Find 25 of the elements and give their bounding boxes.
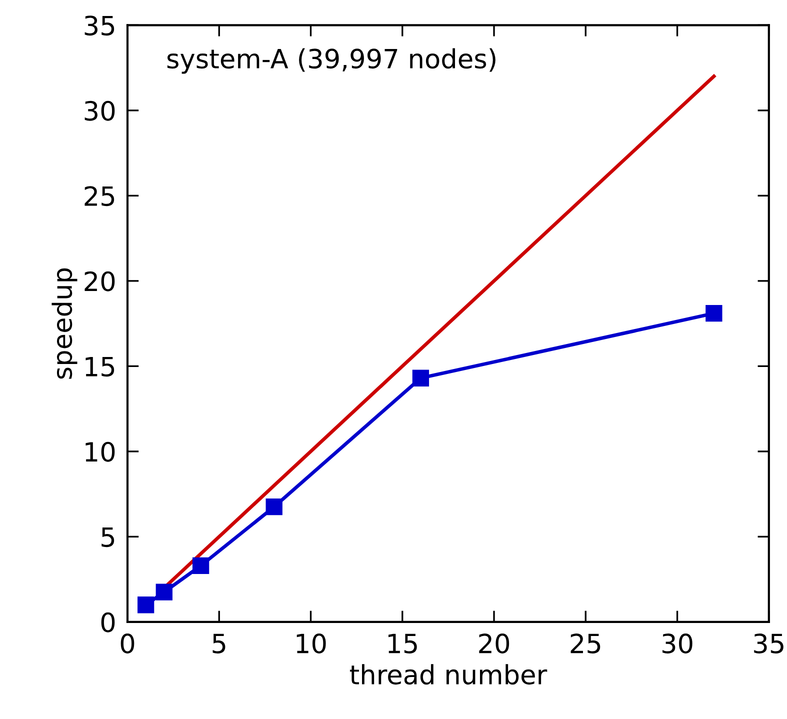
y-tick-label: 0 <box>101 612 115 632</box>
x-tick-label: 0 <box>120 634 134 654</box>
x-tick-label: 10 <box>296 634 326 654</box>
x-tick-label: 20 <box>479 634 510 654</box>
y-tick-label: 5 <box>102 527 114 548</box>
x-tick-label: 30 <box>662 634 692 654</box>
point <box>412 370 430 386</box>
y-tick-label: 35 <box>84 16 114 36</box>
y-tick-label: 20 <box>84 271 115 292</box>
point <box>192 557 210 574</box>
point <box>137 596 154 614</box>
y-tick-label: 30 <box>84 100 115 121</box>
x-tick-label: 25 <box>570 634 600 654</box>
y-tick-label: 10 <box>86 442 115 462</box>
point <box>266 498 282 516</box>
point <box>706 304 722 322</box>
x-tick-label: 15 <box>388 634 417 654</box>
y-tick-label: 25 <box>84 186 114 206</box>
y-tick-label: 15 <box>86 356 114 377</box>
x-tick-label: 5 <box>212 634 226 654</box>
x-tick-label: 35 <box>754 634 784 654</box>
point <box>156 584 172 600</box>
annotation: system-A (39,997 nodes) <box>167 48 496 74</box>
x-axis-title: thread number <box>350 664 548 685</box>
y-axis-title: speedup <box>52 268 78 379</box>
